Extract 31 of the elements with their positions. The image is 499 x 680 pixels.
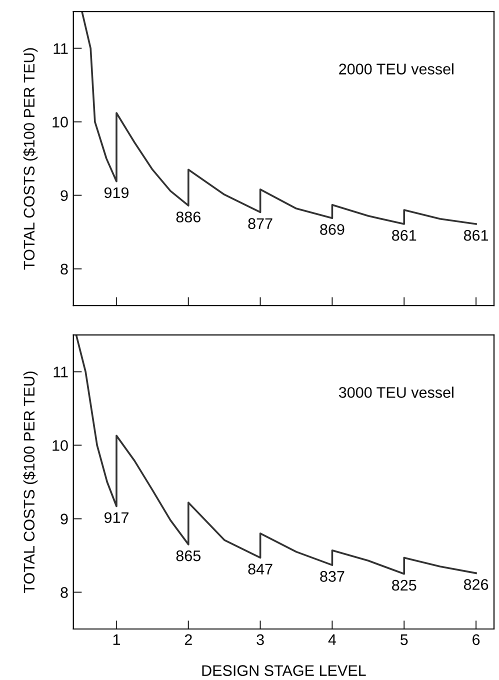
x-tick-label: 2 — [184, 634, 192, 645]
x-axis-title: DESIGN STAGE LEVEL — [202, 665, 366, 676]
y-tick-label: 10 — [52, 116, 68, 128]
y-tick-label: 11 — [54, 366, 68, 378]
y-tick-label: 11 — [54, 43, 68, 54]
y-tick-label: 9 — [60, 190, 68, 202]
annotation: 877 — [248, 218, 272, 230]
x-tick-label: 4 — [328, 634, 336, 645]
y-axis-title: TOTAL COSTS ($100 PER TEU) — [23, 372, 38, 594]
annotation: 917 — [104, 512, 128, 524]
x-tick-label: 3 — [256, 634, 264, 646]
annotation: 861 — [464, 230, 488, 241]
annotation: 3000 TEU vessel — [338, 386, 454, 398]
annotation: 886 — [176, 212, 200, 222]
x-tick-label: 6 — [472, 634, 480, 646]
x-tick-label: 5 — [400, 634, 408, 646]
annotation: 861 — [392, 230, 416, 241]
y-tick-label: 10 — [52, 440, 68, 451]
x-tick-label: 1 — [113, 634, 120, 645]
annotation: 865 — [176, 550, 201, 562]
y-axis-title: TOTAL COSTS ($100 PER TEU) — [23, 48, 38, 270]
annotation: 919 — [104, 187, 129, 198]
annotation: 837 — [320, 571, 344, 582]
y-tick-label: 8 — [60, 264, 68, 275]
annotation: 2000 TEU vessel — [339, 63, 454, 74]
y-tick-label: 8 — [60, 587, 68, 598]
annotation: 869 — [320, 224, 344, 235]
annotation: 825 — [392, 580, 416, 591]
y-tick-label: 9 — [60, 514, 68, 524]
annotation: 847 — [248, 564, 272, 574]
annotation: 826 — [464, 579, 488, 590]
